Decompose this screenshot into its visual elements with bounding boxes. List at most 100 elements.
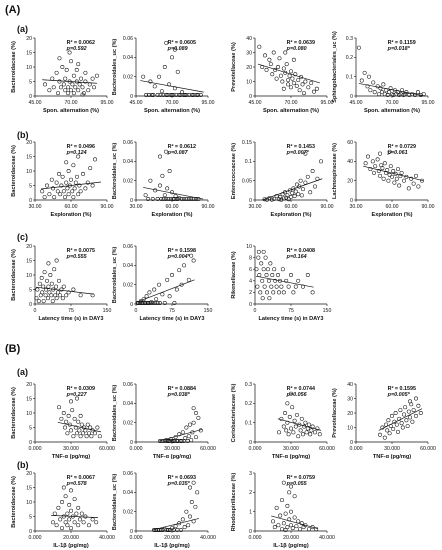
panel-14-data-point	[304, 430, 309, 435]
panel-13-y-tick-label: 0.06	[123, 382, 133, 388]
panel-5-data-point	[70, 189, 75, 194]
panel-2-data-point	[195, 93, 200, 98]
panel-4-data-point	[356, 45, 361, 50]
panel-12-data-point	[69, 428, 73, 433]
panel-1-data-point	[57, 56, 62, 61]
panel-14-data-point	[289, 391, 293, 396]
panel-8-data-point	[382, 161, 387, 166]
panel-14-data-point	[279, 416, 284, 421]
panel-15-data-point	[416, 403, 421, 408]
panel-15-data-point	[404, 418, 409, 423]
panel-14-data-point	[297, 422, 302, 427]
panel-1-data-point	[87, 82, 92, 87]
panel-5-data-point	[42, 195, 47, 200]
panel-5-data-point	[51, 186, 55, 191]
panel-1-data-point	[58, 85, 63, 90]
panel-16-data-point	[81, 520, 86, 525]
panel-8-data-point	[385, 168, 390, 173]
panel-6-x-tick-label: 30.00	[130, 204, 143, 210]
panel-16-y-axis-label: Bacteroidaceae (%)	[11, 476, 17, 528]
panel-11-data-point	[257, 273, 262, 277]
panel-7-data-point	[313, 184, 317, 189]
panel-16-y-tick-label: 20	[26, 471, 32, 477]
panel-13: 0 0.02 0.04 0.06 0.000 30.000 60.000 TNF-α (pg/…	[112, 382, 216, 460]
panel-9-y-tick-label: 20	[26, 244, 32, 250]
panel-18-data-point	[274, 505, 279, 510]
panel-16-data-point	[87, 523, 91, 528]
panel-1-data-point	[74, 79, 79, 84]
panel-10-x-tick-label: 75	[169, 308, 175, 314]
panel-1-data-point	[54, 70, 59, 75]
panel-10-r-squared: R² = 0.1598	[168, 248, 196, 254]
panel-2-data-point	[177, 93, 182, 98]
panel-15-y-tick-label: 20	[347, 411, 353, 417]
section-a-label: (A)	[5, 4, 21, 16]
panel-13-data-point	[160, 439, 165, 444]
panel-12-data-point	[65, 431, 70, 436]
panel-8-data-point	[373, 164, 378, 169]
panel-5-data-point	[88, 166, 93, 171]
panel-14-data-point	[307, 422, 311, 427]
panel-11-data-point	[273, 278, 278, 283]
panel-14-data-point	[285, 401, 290, 406]
panel-5-data-point	[57, 171, 61, 176]
panel-10-data-point	[160, 292, 165, 297]
panel-14-data-point	[299, 416, 304, 421]
panel-11-data-point	[269, 284, 274, 289]
panel-9-data-point	[48, 273, 53, 277]
panel-2-data-point	[159, 89, 164, 94]
panel-6-x-tick-label: 90.00	[202, 204, 215, 210]
panel-2-data-point	[158, 93, 163, 98]
panel-17-data-point	[195, 490, 200, 495]
panel-9-data-point	[44, 287, 49, 292]
panel-7-y-axis-label: Enterococcaceae (%)	[231, 143, 237, 199]
panel-5-data-point	[76, 192, 81, 197]
panel-2-data-point	[149, 93, 154, 98]
panel-11-x-tick-label: 0	[254, 308, 257, 314]
panel-7-data-point	[277, 197, 281, 202]
panel-5-data-point	[66, 192, 71, 197]
panel-1-data-point	[56, 91, 61, 96]
panel-11-data-point	[261, 249, 266, 254]
panel-15-data-point	[382, 435, 387, 440]
panel-4-data-point	[379, 90, 384, 95]
panel-1-r-squared: R² = 0.0062	[67, 40, 95, 46]
panel-8: 0 20 40 60 30.00 60.00 90.00 Exploration (%) Lac…	[332, 140, 435, 218]
panel-10-data-point	[154, 297, 159, 302]
panel-3-data-point	[290, 76, 295, 81]
panel-17-y-tick-label: 0.06	[123, 471, 133, 477]
panel-16-data-point	[72, 497, 77, 502]
panel-2-data-point	[152, 84, 157, 89]
panel-16-data-point	[78, 517, 82, 522]
panel-15-x-tick-label: 30.000	[384, 446, 400, 452]
panel-10-y-axis-label: Bacteroidales_uc (%)	[112, 247, 118, 304]
panel-16-p-value: p=0.578	[66, 481, 87, 487]
panel-15-x-tick-label: 0.000	[350, 446, 363, 452]
panel-1-y-tick-label: 15	[26, 50, 32, 56]
panel-8-x-tick-label: 90.00	[422, 204, 435, 210]
panel-10-data-point	[177, 268, 182, 273]
panel-9-data-point	[41, 299, 46, 304]
panel-9-data-point	[34, 296, 39, 301]
panel-7-p-value: p=0.007*	[286, 150, 310, 156]
panel-3-data-point	[274, 76, 279, 81]
panel-8-x-axis-label: Exploration (%)	[371, 212, 412, 218]
panel-17-y-tick-label: 0.02	[123, 509, 133, 515]
panel-16-trend-line	[51, 514, 99, 519]
panel-11-data-point	[262, 284, 267, 289]
panel-17-y-tick-label: 0	[130, 529, 133, 535]
panel-14-data-point	[277, 430, 281, 435]
section-b-row-a-label: (a)	[17, 367, 28, 377]
panel-12-x-tick-label: 30.000	[63, 446, 79, 452]
panel-6-data-point	[165, 186, 170, 191]
panel-10-y-tick-label: 0.06	[123, 244, 133, 250]
panel-9-data-point	[42, 270, 47, 275]
panel-13-y-tick-label: 0.02	[123, 420, 133, 426]
panel-12-r-squared: R² = 0.0309	[67, 386, 95, 392]
panel-5-data-point	[72, 186, 77, 191]
panel-8-data-point	[387, 172, 392, 177]
panel-6-data-point	[164, 149, 168, 154]
panel-10-data-point	[152, 287, 157, 292]
panel-3-trend-line	[257, 63, 320, 84]
